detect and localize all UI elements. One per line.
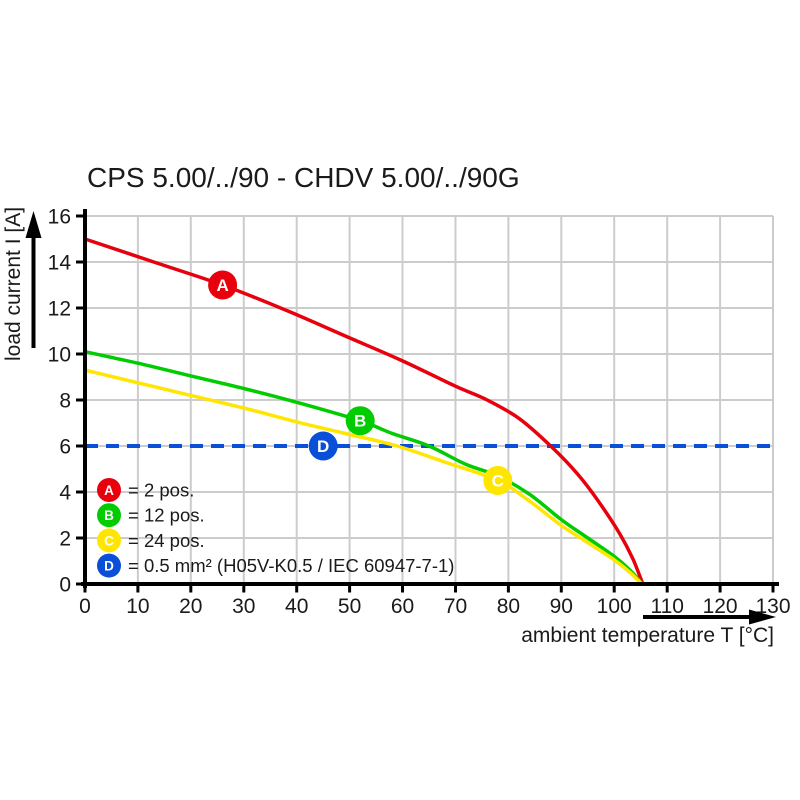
legend-label: = 2 pos. [128,480,194,501]
x-tick-label: 50 [338,595,361,618]
y-tick-label: 4 [59,482,71,505]
legend-label: = 12 pos. [128,505,205,526]
x-tick-label: 90 [550,595,573,618]
legend-marker-letter: A [104,483,114,498]
legend-label: = 0.5 mm² (H05V-K0.5 / IEC 60947-7-1) [128,555,454,576]
curve-marker-d-icon [308,431,338,461]
axis-ticks [76,214,775,593]
x-axis-arrow [643,609,776,625]
curve-marker-c-icon [483,466,513,495]
legend-marker-letter: C [104,533,114,548]
x-tick-label: 130 [755,595,790,618]
y-tick-label: 2 [59,528,71,551]
x-tick-label: 0 [79,595,91,618]
curve-marker-letter: D [317,437,329,456]
curve-marker-letter: C [492,472,504,491]
legend-marker-b-icon [97,503,121,528]
y-axis-label: load current I [A] [2,207,25,361]
curve-marker-letter: A [216,276,228,295]
y-tick-label: 0 [59,574,71,597]
y-tick-label: 8 [59,390,71,413]
curve-marker-b-icon [345,406,375,436]
legend-marker-a-icon [97,478,121,502]
y-tick-label: 10 [48,344,71,367]
x-tick-label: 40 [285,595,308,618]
y-tick-label: 12 [48,298,71,321]
curve-b [84,349,644,586]
x-axis-label: ambient temperature T [°C] [521,624,774,647]
y-tick-label: 14 [48,252,72,275]
tick-labels: 0 2 4 6 8 10 12 14 16 0 10 20 30 40 50 60 70 80 90 100 110 12… [48,206,791,619]
chart-title: CPS 5.00/../90 - CHDV 5.00/../90G [87,162,520,193]
gridlines [85,215,774,584]
x-tick-label: 30 [232,595,255,618]
curve-c [84,368,644,586]
legend-label: = 24 pos. [128,530,205,551]
x-tick-label: 120 [703,595,738,618]
x-tick-label: 80 [497,595,520,618]
curve-markers: A B C D [208,270,513,495]
x-tick-label: 10 [126,595,149,618]
x-tick-label: 20 [179,595,202,618]
y-axis-arrow [25,211,42,348]
legend-marker-letter: D [104,559,114,574]
legend-marker-letter: B [104,508,114,523]
legend-marker-c-icon [97,528,121,553]
curve-marker-letter: B [354,412,366,431]
x-tick-label: 60 [391,595,414,618]
y-tick-label: 16 [48,206,71,229]
legend: A = 2 pos. B = 12 pos. C = 24 pos. D = 0.5 mm² … [97,478,454,578]
legend-marker-d-icon [97,553,121,578]
x-tick-label: 110 [650,595,683,618]
x-tick-label: 70 [444,595,467,618]
curve-marker-a-icon [208,270,238,300]
x-tick-label: 100 [597,595,632,618]
y-tick-label: 6 [59,436,71,459]
